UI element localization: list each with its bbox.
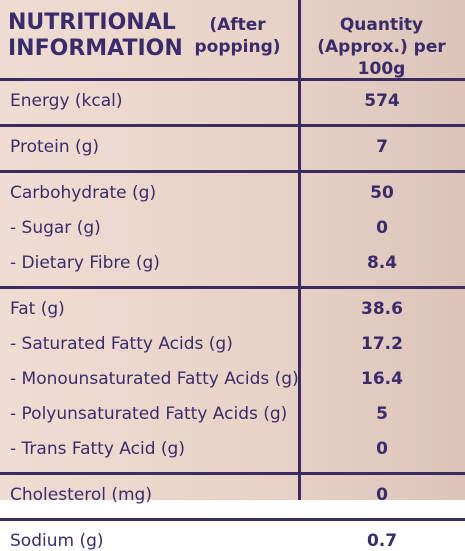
row-label: Protein (g) xyxy=(10,137,100,157)
row-label: - Dietary Fibre (g) xyxy=(10,253,160,273)
row-label: Energy (kcal) xyxy=(10,91,123,111)
row-value: 574 xyxy=(364,91,400,111)
row-value: 38.6 xyxy=(361,299,403,319)
row-rule xyxy=(0,170,465,173)
row-rule xyxy=(0,286,465,289)
row-label: Cholesterol (mg) xyxy=(10,485,152,505)
row-value: 0 xyxy=(376,485,388,505)
row-value: 50 xyxy=(370,183,394,203)
row-label: - Monounsaturated Fatty Acids (g) xyxy=(10,369,299,389)
row-label: - Saturated Fatty Acids (g) xyxy=(10,334,233,354)
row-label: - Polyunsaturated Fatty Acids (g) xyxy=(10,404,288,424)
row-value: 17.2 xyxy=(361,334,403,354)
row-rule xyxy=(0,472,465,475)
note: (After popping) xyxy=(194,15,281,57)
row-value: 0 xyxy=(376,439,388,459)
header-rule xyxy=(0,78,465,81)
row-label: Sodium (g) xyxy=(10,531,104,551)
row-label: - Sugar (g) xyxy=(10,218,101,238)
row-value: 0 xyxy=(376,218,388,238)
row-value: 5 xyxy=(376,404,388,424)
row-value: 7 xyxy=(376,137,388,157)
row-value: 16.4 xyxy=(361,369,403,389)
row-value: 0.7 xyxy=(366,531,398,551)
title: NUTRITIONAL INFORMATION xyxy=(8,10,183,61)
quantity-header: Quantity (Approx.) per 100g xyxy=(317,15,446,79)
row-rule xyxy=(0,518,465,521)
row-label: - Trans Fatty Acid (g) xyxy=(10,439,185,459)
row-rule xyxy=(0,124,465,127)
row-label: Carbohydrate (g) xyxy=(10,183,157,203)
row-value: 8.4 xyxy=(366,253,398,273)
column-divider xyxy=(298,0,301,500)
row-label: Fat (g) xyxy=(10,299,65,319)
